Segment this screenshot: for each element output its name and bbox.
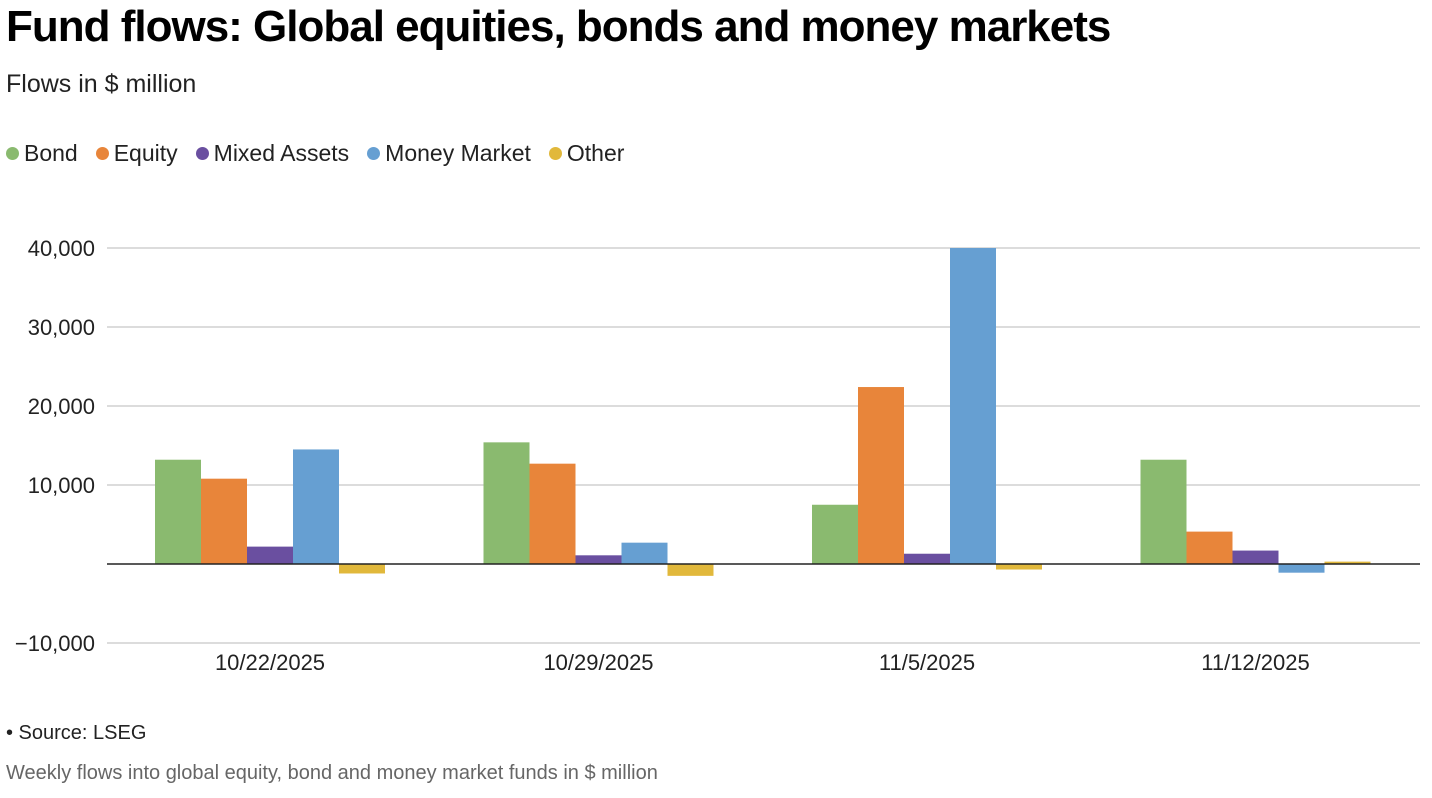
y-tick-label: 30,000: [28, 315, 95, 340]
y-tick-label: 20,000: [28, 394, 95, 419]
bar-money-market: [293, 449, 339, 564]
y-tick-label: 40,000: [28, 236, 95, 261]
bar-money-market: [950, 248, 996, 564]
bar-equity: [858, 387, 904, 564]
bar-chart: −10,000 10,000 20,000 30,000 40,000 10/22/202…: [15, 236, 1420, 675]
bar-equity: [1186, 531, 1233, 564]
bar-bond: [1140, 459, 1187, 564]
bar-other: [1324, 561, 1371, 564]
legend-swatch: [548, 147, 562, 160]
legend-item-mixed-assets: Mixed Assets: [195, 140, 350, 167]
x-tick-label: 11/12/2025: [1201, 650, 1309, 675]
bar-mixed-assets: [247, 546, 293, 564]
legend-item-equity: Equity: [95, 140, 178, 167]
bar-money-market: [621, 542, 668, 564]
legend-label: Equity: [113, 140, 178, 166]
y-tick-label: 10,000: [28, 473, 95, 498]
legend-swatch: [367, 147, 381, 160]
source-note: • Source: LSEG: [6, 722, 147, 744]
chart-footnote: Weekly flows into global equity, bond an…: [6, 762, 658, 784]
bar-equity: [201, 478, 247, 564]
legend-swatch: [195, 147, 209, 160]
legend-label: Money Market: [385, 140, 531, 166]
x-tick-label: 10/29/2025: [543, 650, 653, 675]
legend-item-money-market: Money Market: [367, 140, 531, 167]
bar-other: [667, 564, 714, 576]
legend-label: Bond: [24, 140, 78, 166]
bar-mixed-assets: [1232, 550, 1279, 564]
x-tick-label: 10/22/2025: [215, 650, 325, 675]
chart-title: Fund flows: Global equities, bonds and m…: [6, 2, 1111, 51]
bar-money-market: [1278, 564, 1325, 573]
bar-bond: [812, 504, 858, 564]
legend-swatch: [95, 147, 109, 160]
legend-label: Other: [566, 140, 625, 166]
bar-mixed-assets: [904, 553, 950, 564]
chart-legend: Bond Equity Mixed Assets Money Market Other: [6, 140, 624, 167]
bar-other: [996, 564, 1042, 570]
chart-subtitle: Flows in $ million: [6, 70, 197, 98]
bar-other: [339, 564, 385, 574]
bar-mixed-assets: [575, 555, 622, 564]
bar-bond: [483, 442, 530, 564]
legend-swatch: [6, 147, 19, 160]
x-tick-label: 11/5/2025: [879, 650, 975, 675]
legend-label: Mixed Assets: [213, 140, 350, 166]
bar-equity: [529, 463, 576, 564]
bar-bond: [155, 459, 201, 564]
y-tick-label: −10,000: [15, 631, 95, 656]
legend-item-bond: Bond: [6, 140, 78, 167]
legend-item-other: Other: [548, 140, 625, 167]
